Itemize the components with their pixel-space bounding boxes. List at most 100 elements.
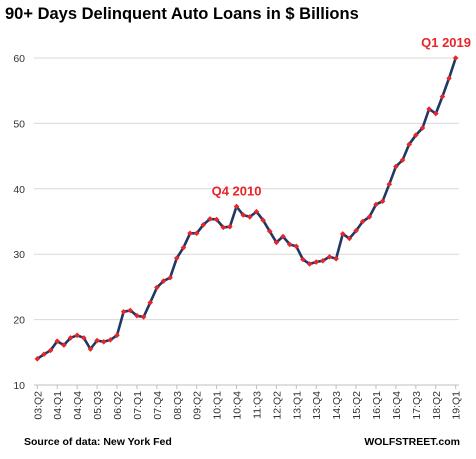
data-point — [173, 255, 180, 261]
data-point — [426, 106, 432, 112]
x-tick-label: 08:Q3 — [172, 391, 184, 420]
data-point — [300, 256, 306, 263]
data-point — [200, 221, 207, 228]
data-point — [406, 141, 412, 148]
x-tick-label: 06:Q2 — [112, 391, 124, 420]
data-point — [127, 307, 134, 314]
x-tick-label: 05:Q3 — [92, 391, 104, 420]
data-point — [393, 163, 399, 170]
data-point — [134, 312, 140, 319]
plot-area — [34, 55, 459, 362]
data-point — [187, 230, 193, 237]
data-point — [432, 110, 439, 117]
x-tick-label: 13:Q4 — [311, 391, 323, 420]
data-point — [313, 259, 320, 265]
x-tick-label: 03:Q2 — [32, 391, 44, 420]
data-point — [114, 332, 120, 339]
y-tick-label: 60 — [13, 53, 25, 65]
data-point — [233, 203, 240, 210]
x-tick-label: 12:Q2 — [271, 391, 283, 420]
data-point — [160, 278, 167, 284]
data-point — [439, 93, 446, 100]
data-point — [240, 212, 246, 218]
data-point — [34, 356, 41, 362]
data-point — [193, 230, 200, 237]
data-point — [54, 338, 61, 344]
data-point — [100, 339, 107, 345]
data-point — [399, 157, 406, 163]
x-tick-label: 07:Q1 — [132, 391, 144, 420]
data-point — [61, 342, 67, 348]
x-tick-label: 16:Q4 — [391, 391, 403, 420]
data-point — [419, 125, 426, 131]
watermark: WOLFSTREET.com — [364, 436, 460, 448]
data-point — [81, 335, 87, 341]
y-tick-label: 20 — [13, 315, 25, 327]
chart-title: 90+ Days Delinquent Auto Loans in $ Bill… — [5, 5, 359, 23]
data-point — [94, 337, 100, 344]
data-point — [147, 299, 154, 306]
data-point — [286, 241, 293, 248]
data-point — [326, 254, 333, 260]
data-point — [446, 75, 452, 82]
data-point — [386, 181, 393, 188]
x-tick-label: 07:Q4 — [152, 391, 164, 420]
x-tick-label: 13:Q1 — [291, 391, 303, 420]
data-point — [213, 216, 220, 223]
data-point — [67, 335, 74, 341]
x-tick-label: 15:Q2 — [351, 391, 363, 420]
x-tick-label: 17:Q3 — [411, 391, 423, 420]
x-tick-label: 16:Q1 — [371, 391, 383, 420]
data-point — [140, 314, 147, 320]
data-point — [320, 257, 326, 264]
data-point — [220, 224, 227, 231]
data-point — [280, 233, 286, 240]
data-point — [87, 346, 94, 352]
y-tick-label: 50 — [13, 118, 25, 130]
x-tick-label: 14:Q3 — [331, 391, 343, 420]
data-point — [260, 217, 266, 223]
annotation-label: Q1 2019 — [421, 35, 471, 50]
data-point — [107, 337, 114, 343]
y-tick-label: 40 — [13, 184, 25, 196]
x-tick-label: 10:Q1 — [212, 391, 224, 420]
source-note: Source of data: New York Fed — [24, 436, 172, 448]
data-point — [74, 332, 80, 339]
data-point — [306, 261, 313, 267]
y-tick-label: 10 — [13, 380, 25, 392]
x-tick-label: 18:Q2 — [431, 391, 443, 420]
y-axis: 10 20 30 40 50 60 — [13, 53, 25, 392]
x-tick-label: 04:Q4 — [72, 391, 84, 420]
data-point — [253, 208, 260, 215]
data-point — [353, 227, 359, 234]
data-point — [452, 55, 459, 61]
data-point — [293, 243, 300, 250]
data-point — [180, 244, 187, 251]
data-point — [379, 198, 386, 205]
data-point — [413, 132, 419, 138]
gridlines — [34, 57, 459, 386]
data-point — [154, 284, 160, 291]
x-tick-label: 09:Q2 — [192, 391, 204, 420]
annotations: Q4 2010 Q1 2019 — [212, 35, 471, 198]
data-point — [41, 351, 47, 358]
data-point — [247, 214, 253, 220]
data-point — [47, 347, 54, 354]
x-tick-label: 19:Q1 — [451, 391, 463, 420]
x-tick-label: 11:Q3 — [251, 391, 263, 419]
data-point — [167, 274, 173, 281]
data-point — [333, 255, 339, 262]
data-point — [273, 239, 280, 246]
annotation-label: Q4 2010 — [212, 183, 262, 198]
data-point — [339, 231, 346, 237]
data-point — [359, 218, 366, 225]
x-axis: 03:Q2 04:Q1 04:Q4 05:Q3 06:Q2 07:Q1 07:Q4 08:Q3… — [32, 384, 463, 420]
data-point — [373, 201, 379, 208]
data-point — [366, 214, 373, 220]
y-tick-label: 30 — [13, 249, 25, 261]
data-point — [346, 235, 353, 242]
x-tick-label: 10:Q4 — [232, 391, 244, 420]
x-tick-label: 04:Q1 — [52, 391, 64, 420]
data-point — [227, 223, 233, 230]
